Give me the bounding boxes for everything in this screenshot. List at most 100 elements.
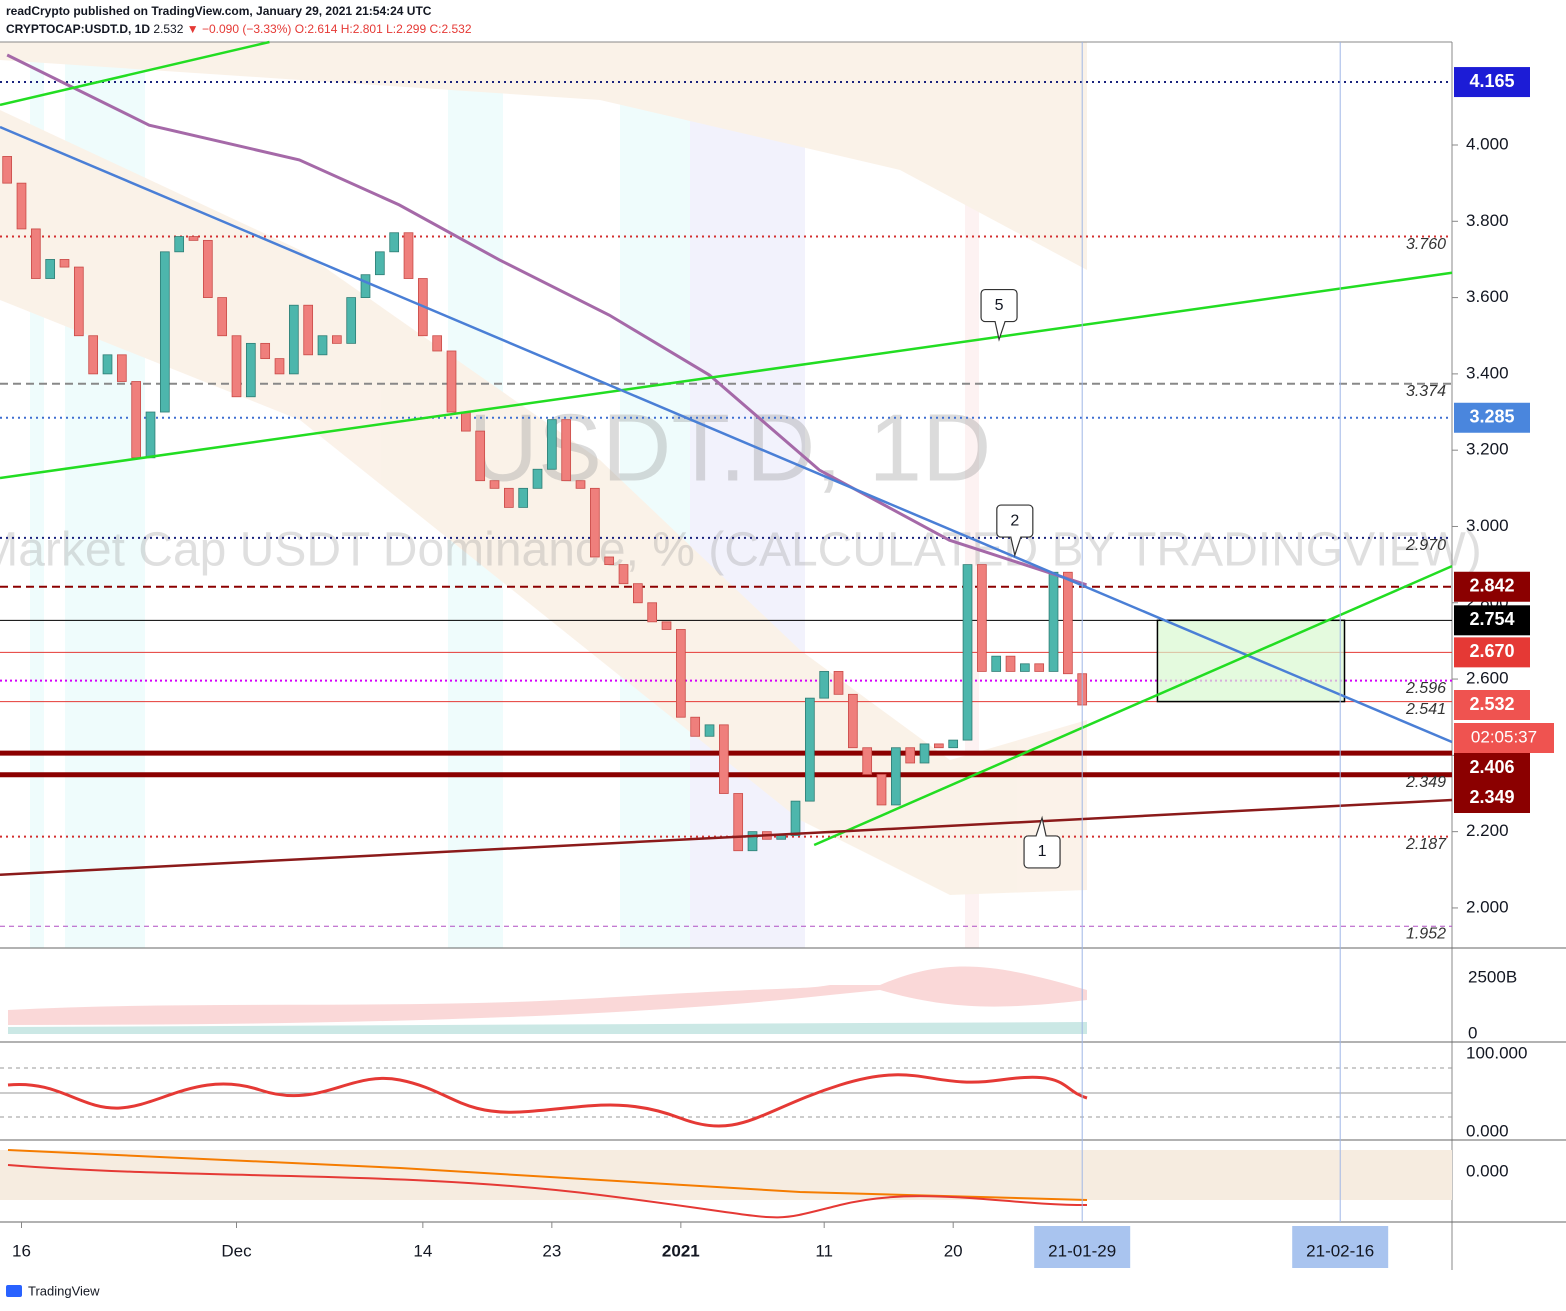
callout-label: 5	[995, 297, 1004, 314]
trendline	[0, 271, 1453, 480]
candle	[317, 335, 328, 356]
callout	[980, 288, 1018, 342]
candle	[389, 232, 400, 253]
candle	[747, 831, 758, 852]
level-label: 1.952	[1406, 925, 1446, 942]
level-label: 2.596	[1405, 680, 1446, 697]
candle	[403, 232, 414, 279]
price-tag	[1454, 753, 1530, 784]
callout-label: 2	[1010, 512, 1019, 529]
candle	[331, 335, 342, 344]
candle	[547, 419, 557, 470]
candle	[245, 342, 256, 398]
volume-bars	[8, 1022, 1087, 1034]
candle	[948, 739, 959, 749]
candle	[919, 743, 930, 764]
candle	[504, 487, 514, 508]
price-tag	[1454, 637, 1530, 668]
candle	[833, 671, 844, 695]
candle	[260, 342, 271, 360]
candle	[45, 259, 56, 279]
y-tick-label: 3.200	[1466, 440, 1509, 459]
callout	[996, 504, 1034, 558]
candle	[604, 556, 615, 566]
x-tick-label: 11	[815, 1241, 833, 1260]
candle	[518, 487, 529, 508]
candle	[1063, 571, 1073, 675]
candle	[346, 297, 357, 344]
level-label: 3.760	[1406, 236, 1446, 253]
candle	[676, 629, 686, 718]
candle	[661, 621, 672, 630]
price-tag-label: 2.349	[1469, 787, 1514, 807]
price-tag	[1454, 605, 1530, 636]
osc-tick: 100.000	[1466, 1043, 1527, 1062]
x-tick-label: 23	[542, 1241, 561, 1260]
candle	[704, 724, 715, 737]
level-label: 2.541	[1405, 701, 1446, 718]
price-tag-label: 2.670	[1469, 641, 1514, 661]
shading	[0, 42, 1087, 948]
candle	[16, 182, 27, 230]
trendline	[0, 798, 1453, 877]
price-tag	[1454, 783, 1530, 814]
watermark-name: Market Cap USDT Dominance, % (CALCULATED…	[0, 524, 1482, 577]
callout	[1023, 815, 1061, 869]
price-tag-label: 3.285	[1469, 407, 1514, 427]
logo	[6, 1285, 22, 1297]
x-tick-label: 14	[413, 1241, 432, 1260]
x-tick-label: 16	[12, 1241, 31, 1260]
price-tag-label: 4.165	[1469, 71, 1514, 91]
price-tag	[1454, 571, 1530, 602]
candle	[432, 335, 443, 352]
candle	[102, 354, 113, 375]
y-tick-label: 3.800	[1466, 211, 1509, 230]
candle	[819, 671, 830, 699]
ohlc: O:2.614 H:2.801 L:2.299 C:2.532	[295, 22, 472, 36]
trendline	[0, 125, 1453, 744]
x-tick-label: 20	[944, 1241, 963, 1260]
candle	[188, 236, 199, 241]
price-tag	[1454, 690, 1530, 721]
price-tag-label: 2.754	[1469, 609, 1514, 629]
level-label: 2.187	[1405, 836, 1447, 853]
candle	[374, 251, 385, 276]
candle	[733, 793, 744, 852]
candle	[116, 354, 127, 382]
last-price: 2.532	[153, 22, 183, 36]
author-line: readCrypto published on TradingView.com,…	[6, 4, 432, 18]
candle	[934, 743, 944, 749]
candle	[461, 411, 471, 432]
price-tag	[1454, 402, 1530, 433]
candle	[159, 251, 170, 413]
candle	[790, 800, 801, 836]
candle	[88, 335, 99, 375]
candle	[618, 564, 629, 585]
candle	[59, 259, 70, 268]
third-tick: 0.000	[1466, 1161, 1509, 1180]
candle	[1034, 663, 1045, 672]
candle	[862, 747, 873, 775]
y-tick-label: 2.000	[1466, 897, 1509, 916]
candle	[1020, 663, 1030, 672]
candle	[633, 583, 643, 604]
candle	[2, 156, 13, 184]
candle	[73, 266, 84, 337]
candle	[131, 381, 142, 459]
countdown: 02:05:37	[1471, 727, 1537, 746]
candle	[647, 602, 658, 623]
candle	[303, 304, 314, 356]
candle	[30, 228, 41, 279]
candle	[876, 774, 887, 806]
countdown-box	[1454, 723, 1554, 754]
volume-tick: 0	[1468, 1023, 1477, 1042]
x-tick-label: Dec	[221, 1241, 252, 1260]
candle	[231, 335, 242, 398]
candle	[475, 430, 486, 482]
x-tick-label: 2021	[662, 1241, 700, 1260]
candle	[561, 419, 572, 482]
candle	[288, 304, 299, 375]
moving-average	[6, 53, 1087, 587]
candle	[991, 655, 1002, 672]
change: ▼ −0.090 (−3.33%)	[187, 22, 292, 36]
